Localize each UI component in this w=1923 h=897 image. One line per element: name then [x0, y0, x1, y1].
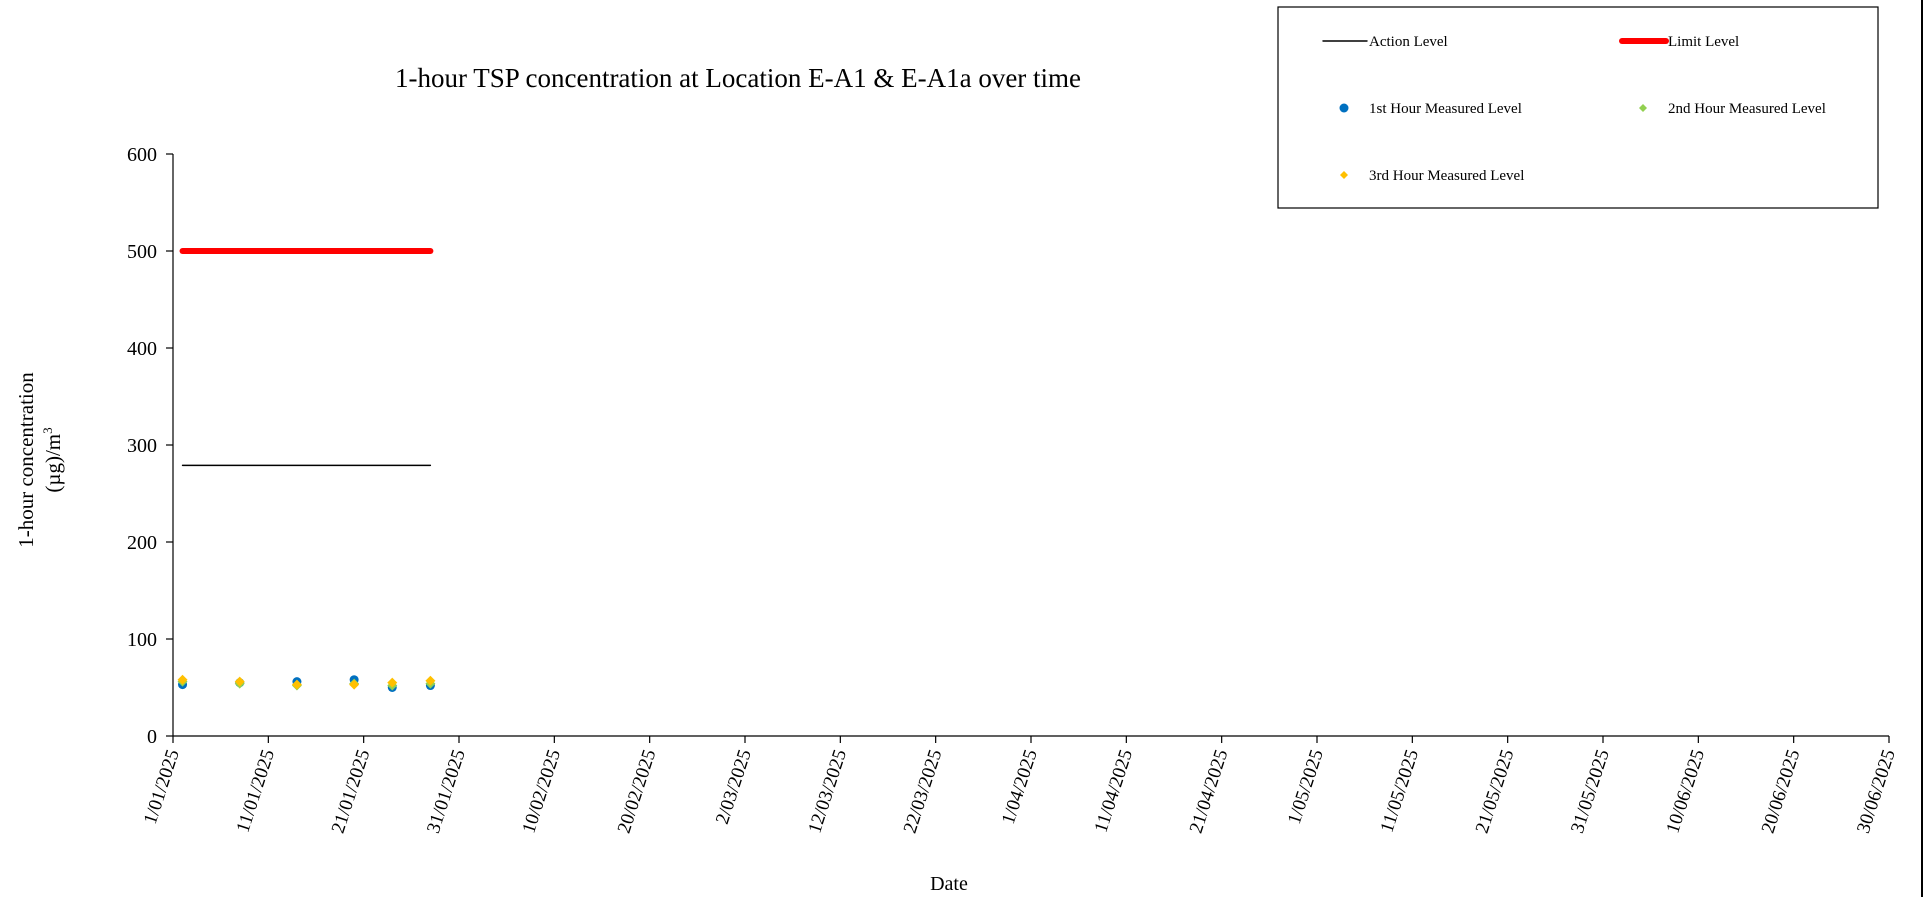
y-tick-label: 400 — [127, 338, 157, 360]
y-tick-label: 0 — [147, 726, 157, 748]
x-tick-label: 31/01/2025 — [423, 747, 470, 836]
axes: 0 100 200 300 400 500 600 1/01/2025 11/01/2025 21… — [127, 144, 1900, 836]
x-tick-label: 11/05/2025 — [1377, 747, 1424, 835]
y-axis-unit: (µg)/m3 — [40, 427, 65, 492]
y-axis-title: 1-hour concentration (µg)/m3 — [14, 372, 65, 548]
3rd-hour-measured-level-point — [291, 679, 302, 690]
y-tick-label: 100 — [127, 629, 157, 651]
1st-hour-measured-level-legend-label: 1st Hour Measured Level — [1369, 101, 1522, 117]
y-tick-label: 200 — [127, 532, 157, 554]
x-tick-label: 30/06/2025 — [1853, 747, 1900, 836]
y-tick-label: 500 — [127, 241, 157, 263]
3rd-hour-measured-level-point — [349, 679, 360, 690]
2nd-hour-measured-level-legend-swatch — [1639, 104, 1647, 112]
x-tick-label: 20/06/2025 — [1758, 747, 1805, 836]
x-axis-label: Date — [930, 873, 968, 895]
3rd-hour-measured-level-point — [425, 675, 436, 686]
x-tick-label: 20/02/2025 — [614, 747, 661, 836]
x-tick-label: 31/05/2025 — [1567, 747, 1614, 836]
3rd-hour-measured-level-legend-swatch — [1340, 171, 1348, 179]
chart-title: 1-hour TSP concentration at Location E-A… — [395, 63, 1081, 93]
3rd-hour-measured-level-point — [387, 677, 398, 688]
3rd-hour-measured-level-point — [177, 674, 188, 685]
frame-border — [1921, 0, 1923, 897]
plot-area — [177, 248, 436, 692]
x-tick-label: 21/01/2025 — [328, 747, 375, 836]
limit-level-legend-label: Limit Level — [1668, 34, 1739, 50]
x-tick-label: 11/04/2025 — [1091, 747, 1138, 835]
x-tick-label: 1/04/2025 — [998, 747, 1042, 827]
x-tick-label: 12/03/2025 — [804, 747, 851, 836]
x-tick-label: 21/05/2025 — [1472, 747, 1519, 836]
legend-box — [1277, 6, 1879, 209]
x-tick-label: 22/03/2025 — [900, 747, 947, 836]
x-tick-label: 2/03/2025 — [712, 747, 756, 827]
x-tick-label: 1/05/2025 — [1284, 747, 1328, 827]
legend: Action Level Limit Level 1st Hour Measured… — [1277, 6, 1879, 209]
y-axis-unit-text: (µg)/m — [41, 434, 65, 493]
y-axis-label: 1-hour concentration — [14, 372, 38, 548]
3rd-hour-measured-level-point — [234, 676, 245, 687]
y-tick-label: 600 — [127, 144, 157, 166]
y-axis-unit-superscript: 3 — [40, 427, 55, 434]
x-tick-label: 10/02/2025 — [518, 747, 565, 836]
y-tick-label: 300 — [127, 435, 157, 457]
action-level-legend-label: Action Level — [1369, 34, 1448, 50]
x-tick-label: 10/06/2025 — [1662, 747, 1709, 836]
x-tick-label: 11/01/2025 — [233, 747, 280, 835]
1st-hour-measured-level-legend-swatch — [1339, 103, 1349, 113]
x-tick-label: 21/04/2025 — [1186, 747, 1233, 836]
x-tick-label: 1/01/2025 — [140, 747, 184, 827]
2nd-hour-measured-level-legend-label: 2nd Hour Measured Level — [1668, 101, 1826, 117]
3rd-hour-measured-level-legend-label: 3rd Hour Measured Level — [1369, 168, 1524, 184]
